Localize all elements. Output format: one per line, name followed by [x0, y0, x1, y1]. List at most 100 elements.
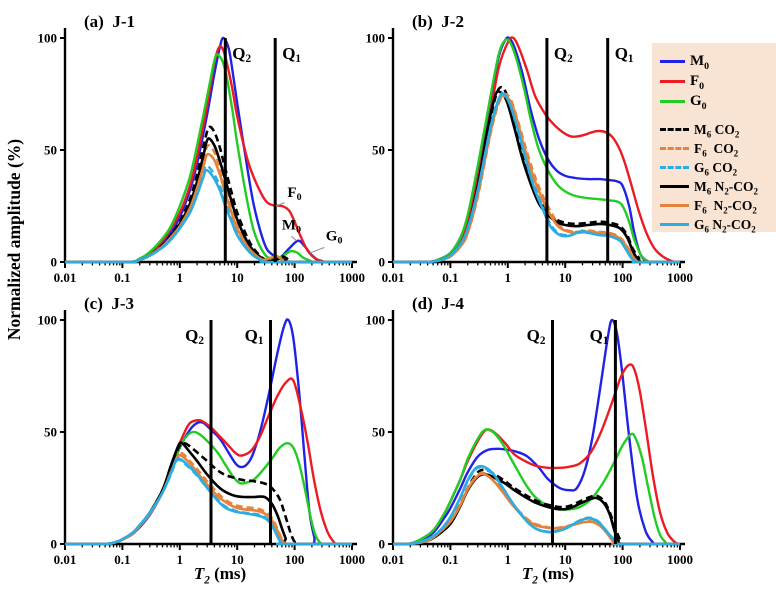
curve-F0 — [65, 377, 352, 546]
panel-c-plot: 0 50 100 0.01 0.1 1 10 100 1000 Q2 Q1 — [38, 310, 365, 567]
legend-line-swatch-f0 — [660, 79, 685, 83]
curve-F0 — [393, 36, 680, 264]
curve-F0 — [65, 45, 352, 264]
annotation-leader-line — [309, 246, 325, 254]
x-tick-label: 100 — [285, 552, 305, 567]
annotation-leader-line — [291, 235, 297, 242]
panel-d-plot: 0 50 100 0.01 0.1 1 10 100 1000 Q2 Q1 — [366, 310, 693, 567]
curve-M0 — [393, 318, 680, 546]
q2-label: Q2 — [185, 326, 204, 347]
x-axis-title-right: T2 (ms) — [521, 564, 575, 587]
legend-line-swatch-m6-co2 — [660, 128, 689, 131]
x-tick-label: 1 — [177, 552, 184, 567]
legend-line-swatch-m0 — [660, 59, 685, 63]
q2-label: Q2 — [554, 44, 573, 65]
curve-G0 — [393, 38, 680, 264]
x-tick-label: 0.1 — [442, 552, 458, 567]
y-tick-label: 100 — [38, 31, 58, 46]
legend-item-g6-n2-co2: G6 N2-CO2 — [660, 215, 776, 234]
x-tick-label: 0.01 — [382, 270, 405, 285]
y-tick-label: 50 — [44, 425, 57, 440]
x-tick-label: 0.1 — [114, 552, 130, 567]
x-tick-label: 10 — [231, 552, 244, 567]
x-tick-label: 0.01 — [54, 270, 77, 285]
annotation-leader-line — [275, 202, 285, 207]
panel-a-plot: 0 50 100 0.01 0.1 1 10 100 1000 Q2 Q1 F0 M0 G0 — [38, 28, 365, 285]
legend-item-m6-co2: M6 CO2 — [660, 120, 776, 139]
curve-M0 — [393, 36, 680, 264]
curve-M6N2CO2 — [65, 137, 352, 264]
curve-G6N2CO2 — [393, 464, 680, 546]
x-tick-label: 0.01 — [54, 552, 77, 567]
panel-c-title: (c) J-3 — [84, 294, 135, 313]
x-tick-label: 1000 — [667, 552, 693, 567]
curve-M6CO2 — [65, 125, 352, 264]
curve-annotation-label: G0 — [326, 229, 343, 247]
curve-M6N2CO2 — [65, 441, 352, 546]
curve-M6CO2 — [65, 441, 352, 546]
curve-G6N2CO2 — [65, 168, 352, 264]
y-tick-label: 100 — [366, 31, 386, 46]
curve-G0 — [65, 53, 352, 264]
x-tick-label: 0.01 — [382, 552, 405, 567]
curve-M6CO2 — [393, 85, 680, 264]
panel-b-title: (b) J-2 — [412, 12, 464, 31]
x-tick-label: 1 — [505, 270, 512, 285]
y-tick-label: 50 — [372, 143, 385, 158]
legend-item-f6-n2-co2: F6 N2-CO2 — [660, 196, 776, 215]
curve-annotation-label: F0 — [287, 185, 301, 203]
panel-a-title: (a) J-1 — [84, 12, 135, 31]
q1-label: Q1 — [282, 44, 301, 65]
x-tick-label: 1000 — [339, 270, 365, 285]
legend-item-g6-co2: G6 CO2 — [660, 158, 776, 177]
x-tick-label: 1 — [505, 552, 512, 567]
curve-G6N2CO2 — [393, 92, 680, 264]
curve-F0 — [393, 363, 680, 546]
y-tick-label: 0 — [51, 537, 58, 552]
x-tick-label: 0.1 — [114, 270, 130, 285]
y-tick-label: 100 — [38, 313, 58, 328]
curve-M6N2CO2 — [393, 473, 680, 546]
legend-line-swatch-g6-co2 — [660, 166, 689, 169]
curve-G6N2CO2 — [65, 457, 352, 546]
curve-F6N2CO2 — [393, 94, 680, 264]
x-tick-label: 10 — [559, 552, 572, 567]
curve-M6N2CO2 — [393, 89, 680, 264]
panel-d-title: (d) J-4 — [412, 294, 464, 313]
x-tick-label: 100 — [613, 552, 633, 567]
y-tick-label: 0 — [379, 537, 386, 552]
x-tick-label: 1 — [177, 270, 184, 285]
q2-label: Q2 — [232, 44, 251, 65]
curve-F6CO2 — [393, 92, 680, 264]
y-tick-label: 0 — [51, 255, 58, 270]
x-tick-label: 100 — [613, 270, 633, 285]
x-tick-label: 10 — [231, 270, 244, 285]
x-tick-label: 0.1 — [442, 270, 458, 285]
legend-item-m0: M0 — [660, 51, 776, 71]
y-tick-label: 100 — [366, 313, 386, 328]
legend-line-swatch-f6-n2-co2 — [660, 204, 689, 207]
x-tick-label: 10 — [559, 270, 572, 285]
legend-item-f6-co2: F6 CO2 — [660, 139, 776, 158]
y-tick-label: 50 — [372, 425, 385, 440]
y-axis-title: Normalized amplitude (%) — [4, 138, 24, 341]
legend-line-swatch-g0 — [660, 99, 685, 103]
legend-item-m6-n2-co2: M6 N2-CO2 — [660, 177, 776, 196]
curve-F6CO2 — [65, 144, 352, 264]
x-axis-title-left: T2 (ms) — [193, 564, 247, 587]
x-tick-label: 1000 — [667, 270, 693, 285]
curve-G6CO2 — [393, 465, 680, 546]
x-tick-label: 100 — [285, 270, 305, 285]
q1-label: Q1 — [245, 326, 264, 347]
curve-annotation-label: M0 — [282, 218, 301, 236]
panel-b-plot: 0 50 100 0.01 0.1 1 10 100 1000 Q2 Q1 — [366, 28, 693, 285]
legend-line-swatch-f6-co2 — [660, 147, 689, 150]
q1-label: Q1 — [615, 44, 634, 65]
x-tick-label: 1000 — [339, 552, 365, 567]
q2-label: Q2 — [527, 326, 546, 347]
legend-line-swatch-g6-n2-co2 — [660, 223, 689, 226]
q1-label: Q1 — [590, 326, 609, 347]
legend-item-f0: F0 — [660, 71, 776, 91]
y-tick-label: 50 — [44, 143, 57, 158]
